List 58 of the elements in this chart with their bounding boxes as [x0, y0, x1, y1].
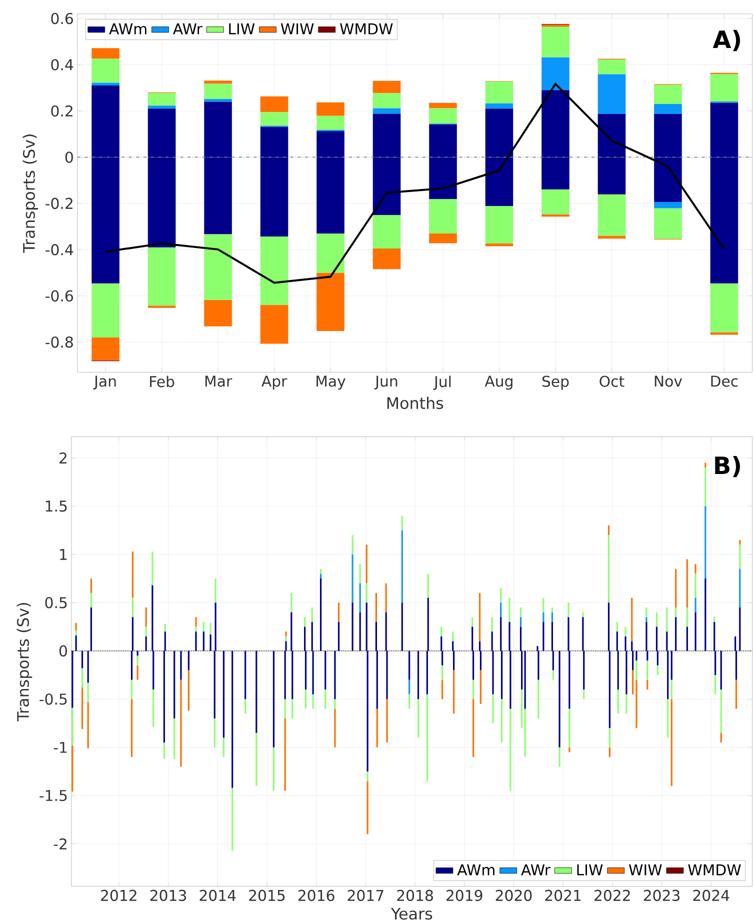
- legend-label: WIW: [280, 23, 314, 34]
- legend-label: LIW: [229, 23, 254, 34]
- x-tick-label: 2023: [644, 890, 680, 902]
- y-tick-label: 1.5: [46, 500, 67, 512]
- x-axis-title: Months: [387, 396, 443, 410]
- x-tick-label: 2017: [348, 890, 384, 902]
- x-tick-label: 2018: [397, 890, 433, 902]
- x-tick-label: 2022: [594, 890, 630, 902]
- x-tick-label: Jun: [374, 376, 397, 390]
- x-tick-label: May: [316, 376, 346, 390]
- x-tick-label: Feb: [150, 376, 174, 388]
- x-tick-label: Aug: [484, 376, 512, 390]
- y-axis-title: Transports (Sv): [22, 134, 38, 253]
- x-tick-label: Mar: [205, 376, 232, 387]
- y-tick-label: -1: [54, 742, 66, 753]
- legend-label: WMDW: [688, 864, 741, 876]
- legend-label: LIW: [577, 864, 603, 876]
- y-tick-label: 1: [60, 548, 66, 560]
- x-tick-label: Sep: [542, 376, 569, 390]
- y-tick-label: -0.6: [45, 290, 73, 302]
- legend-label: AWr: [520, 864, 550, 876]
- y-tick-label: 0: [65, 152, 73, 163]
- annotation: B): [715, 456, 740, 478]
- x-tick-label: Jan: [93, 376, 116, 390]
- x-tick-label: Jul: [433, 376, 450, 390]
- x-tick-label: 2012: [100, 890, 136, 902]
- x-tick-label: 2019: [446, 890, 482, 902]
- x-tick-label: 2024: [693, 890, 730, 902]
- annotation: A): [712, 30, 740, 52]
- legend-label: AWm: [108, 23, 146, 34]
- y-tick-label: 0.6: [51, 12, 73, 24]
- legend-label: AWr: [172, 23, 202, 34]
- x-tick-label: 2021: [545, 890, 580, 902]
- x-tick-label: Nov: [654, 376, 682, 387]
- legend-label: WMDW: [340, 23, 393, 34]
- x-tick-label: 2013: [150, 890, 186, 902]
- y-tick-label: -1.5: [39, 790, 67, 802]
- y-tick-label: 0.2: [51, 105, 72, 117]
- y-tick-label: -2: [54, 838, 66, 850]
- x-tick-label: 2014: [200, 890, 236, 902]
- y-tick-label: 0.5: [45, 597, 67, 608]
- x-axis-title: Years: [390, 908, 432, 920]
- y-tick-label: 0: [59, 645, 67, 657]
- x-tick-label: Apr: [261, 376, 287, 390]
- y-tick-label: -0.4: [45, 244, 73, 256]
- x-tick-label: 2020: [496, 890, 532, 902]
- legend-label: WIW: [628, 864, 662, 876]
- legend-label: AWm: [457, 864, 494, 876]
- x-tick-label: 2016: [298, 890, 334, 902]
- y-axis-title: Transports (Sv): [16, 603, 32, 722]
- y-tick-label: -0.8: [45, 336, 73, 348]
- x-tick-label: 2015: [248, 890, 284, 902]
- y-tick-label: 2: [59, 452, 66, 464]
- y-tick-label: 0.4: [51, 59, 73, 70]
- x-tick-label: Oct: [600, 376, 624, 387]
- y-tick-label: -0.5: [39, 693, 67, 705]
- y-tick-label: -0.2: [45, 198, 72, 210]
- x-tick-label: Dec: [711, 376, 738, 387]
